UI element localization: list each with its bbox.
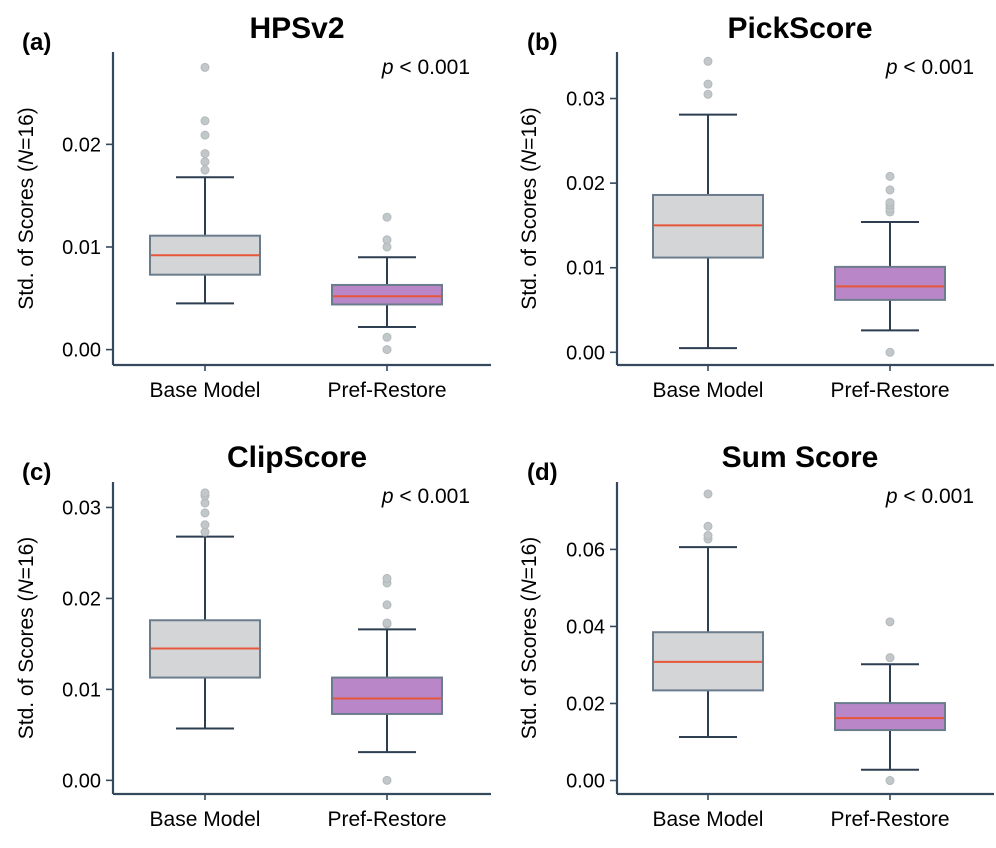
x-tick-label: Pref-Restore (830, 379, 949, 402)
x-tick-label: Base Model (653, 808, 764, 831)
outlier-point (885, 185, 895, 195)
panel-label: (a) (22, 29, 51, 56)
outlier-point (703, 489, 713, 499)
y-axis-label: Std. of Scores (N=16) (518, 537, 541, 740)
y-tick-label: 0.00 (566, 342, 605, 364)
outlier-point (885, 617, 895, 627)
iqr-box (834, 265, 946, 301)
box-pref-restore (834, 171, 946, 357)
x-tick-label: Base Model (653, 379, 764, 402)
x-tick-label: Base Model (150, 379, 261, 402)
outlier-point (885, 171, 895, 181)
outlier-point (703, 56, 713, 66)
box-base-model (652, 489, 764, 738)
x-tick-label: Pref-Restore (830, 808, 949, 831)
chart-panel-2: ClipScore (c) p < 0.001 Std. of Scores (N=1… (15, 441, 491, 831)
chart-panel-0: HPSv2 (a) p < 0.001 Std. of Scores (N=16) 0.… (15, 12, 491, 402)
y-tick-label: 0.02 (566, 693, 605, 715)
outlier-point (382, 332, 392, 342)
x-tick-label: Pref-Restore (327, 379, 446, 402)
box-base-model (149, 62, 261, 305)
y-tick-label: 0.00 (62, 770, 101, 792)
outlier-point (885, 653, 895, 663)
y-tick-label: 0.00 (62, 340, 101, 362)
outlier-point (200, 165, 210, 175)
outlier-point (200, 149, 210, 159)
outlier-point (200, 62, 210, 72)
iqr-box (331, 676, 443, 715)
outlier-point (200, 520, 210, 530)
y-tick-label: 0.03 (566, 89, 605, 111)
y-tick-label: 0.06 (566, 539, 605, 561)
chart-title: ClipScore (227, 441, 367, 474)
x-tick-label: Pref-Restore (327, 808, 446, 831)
outlier-point (885, 776, 895, 786)
chart-panel-3: Sum Score (d) p < 0.001 Std. of Scores (N=1… (518, 441, 994, 831)
outlier-point (885, 198, 895, 208)
box-pref-restore (331, 573, 443, 785)
outlier-point (703, 89, 713, 99)
panel-label: (b) (527, 29, 558, 56)
outlier-point (200, 130, 210, 140)
y-tick-label: 0.02 (62, 134, 101, 156)
chart-title: HPSv2 (249, 12, 344, 45)
outlier-point (382, 345, 392, 355)
outlier-point (382, 573, 392, 583)
y-tick-label: 0.02 (62, 588, 101, 610)
y-tick-label: 0.01 (62, 237, 101, 259)
outlier-point (382, 235, 392, 245)
panel-label: (d) (527, 459, 558, 486)
chart-panel-1: PickScore (b) p < 0.001 Std. of Scores (N=1… (518, 12, 994, 402)
outlier-point (200, 488, 210, 498)
y-axis-label: Std. of Scores (N=16) (15, 537, 38, 740)
x-tick-label: Base Model (150, 808, 261, 831)
box-pref-restore (834, 617, 946, 786)
outlier-point (703, 531, 713, 541)
chart-title: PickScore (727, 12, 872, 45)
panel-label: (c) (22, 459, 51, 486)
y-axis-label: Std. of Scores (N=16) (15, 107, 38, 310)
box-pref-restore (331, 212, 443, 355)
y-tick-label: 0.03 (62, 497, 101, 519)
outlier-point (200, 508, 210, 518)
y-tick-label: 0.00 (566, 771, 605, 793)
y-tick-label: 0.04 (566, 616, 605, 638)
y-tick-label: 0.01 (62, 679, 101, 701)
outlier-point (885, 347, 895, 357)
iqr-box (331, 283, 443, 306)
box-base-model (652, 56, 764, 350)
p-value-annotation: p < 0.001 (381, 485, 470, 508)
y-axis-label: Std. of Scores (N=16) (518, 107, 541, 310)
outlier-point (382, 600, 392, 610)
chart-title: Sum Score (722, 441, 879, 474)
outlier-point (382, 775, 392, 785)
p-value-annotation: p < 0.001 (381, 56, 470, 79)
outlier-point (382, 212, 392, 222)
iqr-box (834, 702, 946, 732)
outlier-point (200, 157, 210, 167)
p-value-annotation: p < 0.001 (885, 485, 974, 508)
outlier-point (703, 79, 713, 89)
y-tick-label: 0.02 (566, 173, 605, 195)
y-tick-label: 0.01 (566, 258, 605, 280)
outlier-point (703, 521, 713, 531)
outlier-point (382, 618, 392, 628)
p-value-annotation: p < 0.001 (885, 56, 974, 79)
box-base-model (149, 488, 261, 730)
outlier-point (200, 116, 210, 126)
